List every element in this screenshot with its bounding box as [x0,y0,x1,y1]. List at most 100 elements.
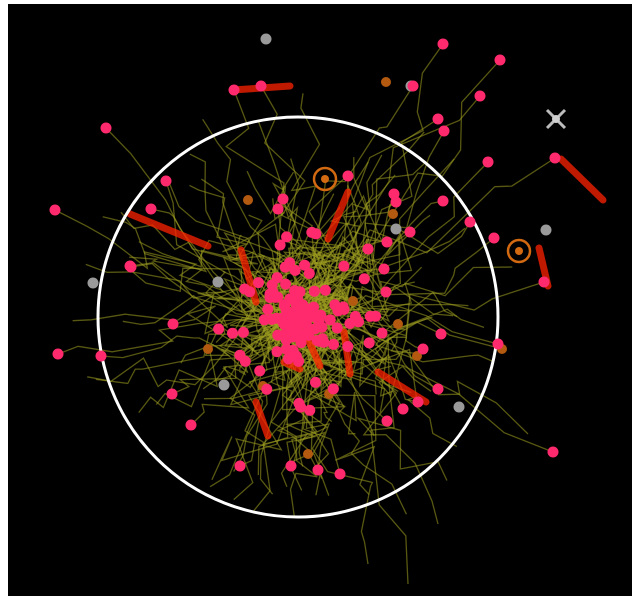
agent-dot [166,388,178,400]
agent-dot [312,464,324,476]
agent-dot [255,80,267,92]
motion-streak [126,210,212,250]
trail-path [270,336,318,517]
agent-dot [289,264,301,276]
agent-dot [271,346,283,358]
agent-dot [488,232,500,244]
agent-dot [380,286,392,298]
agent-dot [344,318,356,329]
agent-dot [167,318,179,330]
agent-dot [474,90,486,102]
agent-dot [306,226,318,238]
agent-dot [293,397,305,409]
agent-dot [432,383,444,395]
target-ring-icon [506,238,532,264]
simulation-viewport [8,4,632,596]
agent-dot [315,309,327,321]
food-particle [393,319,403,329]
agent-dot [272,203,284,215]
agent-dot [549,152,561,164]
agent-dot [303,268,315,279]
agent-dot [328,338,339,350]
trail-path [272,131,425,289]
agent-dot [280,343,292,355]
agent-dot [239,283,251,295]
agent-dot [492,338,504,350]
agent-dot [298,309,310,321]
agent-dot [324,314,336,326]
trail-path [304,163,425,295]
agent-dot [262,303,274,315]
agent-dot [284,257,296,269]
food-particle [348,296,358,306]
agent-dot [254,365,266,377]
agent-dot [314,335,326,347]
agent-dot [261,383,273,395]
motion-streak [304,335,324,370]
agent-dot [52,348,64,360]
agent-dot [338,260,350,272]
agent-dot [279,300,290,312]
trail-path [307,333,374,565]
agent-dot [308,285,320,297]
agent-dot [538,276,550,288]
agent-dot [378,263,390,275]
agent-dot [281,231,293,243]
agent-dot [437,38,449,50]
motion-streak [252,398,272,440]
agent-dot [100,122,112,134]
food-particle [412,351,422,361]
agent-dot [253,277,264,289]
agent-dot [280,278,292,290]
inactive-agent [212,276,224,288]
agent-dot [234,460,246,472]
agent-dot [290,350,302,362]
agent-dot [302,322,314,334]
trail-path [138,341,281,413]
trail-path [225,89,285,321]
agent-dot [376,327,388,339]
agent-dot [310,376,321,388]
inactive-agent [390,223,402,235]
agent-dot [277,193,289,205]
agent-dot [271,272,283,284]
agent-dot [294,286,306,298]
agent-dot [274,239,286,251]
agent-dot [438,125,450,137]
agent-dot [49,204,61,216]
food-particle [388,209,398,219]
agent-dot [145,203,157,215]
motion-streak [557,155,607,204]
agent-dot [412,396,424,408]
motion-streak [324,188,352,243]
agent-dot [417,343,429,355]
agent-dot [272,291,284,303]
agent-dot [228,84,240,96]
agent-dot [362,243,374,255]
agent-dot [327,383,339,395]
motion-streak [340,328,354,378]
inactive-agent [453,401,465,413]
agent-dot [342,170,354,182]
agent-dot [363,337,375,349]
agent-dot [334,468,346,480]
agent-dot [432,113,444,125]
agent-dot [404,226,416,238]
agent-dot [547,446,559,458]
agent-dot [234,349,246,361]
agent-dot [331,322,343,334]
agent-dot [285,460,297,472]
agent-dot [95,350,107,362]
agent-dot [319,284,331,296]
inactive-agent [540,224,552,236]
agent-dot [316,321,328,333]
agent-dot [381,415,393,427]
agent-dot [185,419,197,431]
trail-path [324,235,364,308]
agent-dot [437,195,449,207]
boundary-circle [96,115,500,519]
trail-path [307,344,357,435]
trail-path [138,241,305,294]
agent-dot [364,310,376,322]
food-particle [203,344,213,354]
